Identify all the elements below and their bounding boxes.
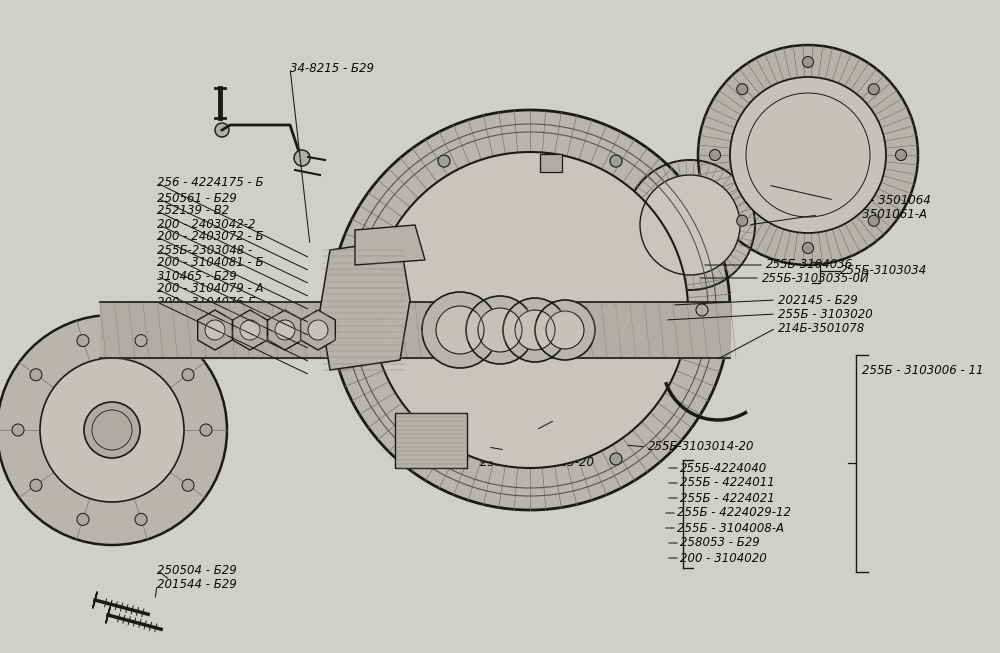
Circle shape bbox=[737, 215, 748, 226]
Circle shape bbox=[294, 150, 310, 166]
Circle shape bbox=[372, 152, 688, 468]
Circle shape bbox=[275, 320, 295, 340]
Text: 255Б-2303048 -: 255Б-2303048 - bbox=[157, 244, 252, 257]
Text: 202145 - Б29: 202145 - Б29 bbox=[778, 293, 858, 306]
Circle shape bbox=[330, 110, 730, 510]
Text: 310465 - Б29: 310465 - Б29 bbox=[157, 270, 237, 283]
Circle shape bbox=[436, 306, 484, 354]
Text: 258053 - Б29: 258053 - Б29 bbox=[680, 537, 760, 550]
Circle shape bbox=[438, 453, 450, 465]
Bar bbox=[395, 413, 467, 468]
Text: 255Б - 3501061-А: 255Б - 3501061-А bbox=[820, 208, 927, 221]
Polygon shape bbox=[355, 225, 425, 265]
Text: 250561 - Б29: 250561 - Б29 bbox=[157, 191, 237, 204]
Text: 255Б - 3103006 - 11: 255Б - 3103006 - 11 bbox=[862, 364, 984, 377]
Circle shape bbox=[868, 215, 879, 226]
Circle shape bbox=[30, 369, 42, 381]
Text: 200 - 2403072 - Б: 200 - 2403072 - Б bbox=[157, 231, 264, 244]
Circle shape bbox=[135, 513, 147, 526]
Text: 200 - 3104079 - А: 200 - 3104079 - А bbox=[157, 283, 264, 296]
Text: 256 - 4224175 - Б: 256 - 4224175 - Б bbox=[157, 176, 264, 189]
Text: 34-8215 - Б29: 34-8215 - Б29 bbox=[290, 61, 374, 74]
Circle shape bbox=[205, 320, 225, 340]
Polygon shape bbox=[320, 240, 410, 370]
Text: 255Б - 3103015-20: 255Б - 3103015-20 bbox=[480, 456, 594, 468]
Text: 214 - 3501070: 214 - 3501070 bbox=[538, 424, 625, 436]
Circle shape bbox=[546, 311, 584, 349]
Text: 200 - 3104081 - Б: 200 - 3104081 - Б bbox=[157, 257, 264, 270]
Circle shape bbox=[12, 424, 24, 436]
Circle shape bbox=[730, 77, 886, 233]
Circle shape bbox=[802, 242, 814, 253]
Circle shape bbox=[182, 479, 194, 491]
Text: АВТО-ЗАПЧАСТИ: АВТО-ЗАПЧАСТИ bbox=[215, 308, 645, 351]
Circle shape bbox=[438, 155, 450, 167]
Circle shape bbox=[30, 479, 42, 491]
Text: 255Б - 4224021: 255Б - 4224021 bbox=[680, 492, 775, 505]
Text: 255Б-3103035-0Й: 255Б-3103035-0Й bbox=[762, 272, 870, 285]
Text: 255Б - 4224029-12: 255Б - 4224029-12 bbox=[677, 507, 791, 520]
Circle shape bbox=[135, 334, 147, 347]
Text: 201544 - Б29: 201544 - Б29 bbox=[157, 579, 237, 592]
Text: 252139 - В2: 252139 - В2 bbox=[157, 204, 229, 217]
Circle shape bbox=[896, 150, 906, 161]
Text: 214Б-3501078: 214Б-3501078 bbox=[778, 321, 865, 334]
Circle shape bbox=[40, 358, 184, 502]
Text: 255Б - 3104024: 255Б - 3104024 bbox=[490, 441, 585, 453]
Circle shape bbox=[0, 315, 227, 545]
Text: 255Б-4224040: 255Б-4224040 bbox=[680, 462, 767, 475]
Circle shape bbox=[868, 84, 879, 95]
Circle shape bbox=[710, 150, 720, 161]
Text: 255Б - 3104008-А: 255Б - 3104008-А bbox=[677, 522, 784, 535]
Circle shape bbox=[610, 155, 622, 167]
Text: 255Б-3103034: 255Б-3103034 bbox=[840, 264, 927, 278]
Circle shape bbox=[515, 310, 555, 350]
Circle shape bbox=[77, 513, 89, 526]
Text: 250504 - Б29: 250504 - Б29 bbox=[157, 564, 237, 577]
Circle shape bbox=[535, 300, 595, 360]
Circle shape bbox=[478, 308, 522, 352]
Circle shape bbox=[308, 320, 328, 340]
Bar bbox=[540, 154, 562, 172]
Circle shape bbox=[640, 175, 740, 275]
Circle shape bbox=[240, 320, 260, 340]
Circle shape bbox=[200, 424, 212, 436]
Text: 255Б - 4224011: 255Б - 4224011 bbox=[680, 477, 775, 490]
Text: 255Б - 3103020: 255Б - 3103020 bbox=[778, 308, 873, 321]
Circle shape bbox=[466, 296, 534, 364]
Circle shape bbox=[737, 84, 748, 95]
Circle shape bbox=[77, 334, 89, 347]
Circle shape bbox=[698, 45, 918, 265]
Text: 200 - 3104020: 200 - 3104020 bbox=[680, 552, 767, 564]
Circle shape bbox=[503, 298, 567, 362]
Text: 255Б-3103014-20: 255Б-3103014-20 bbox=[648, 441, 755, 453]
Text: 200 - 3104076-Б: 200 - 3104076-Б bbox=[157, 296, 256, 308]
Circle shape bbox=[352, 304, 364, 316]
Circle shape bbox=[182, 369, 194, 381]
Circle shape bbox=[215, 123, 229, 137]
Text: 200 - 2403042-2: 200 - 2403042-2 bbox=[157, 217, 256, 231]
Circle shape bbox=[422, 292, 498, 368]
Circle shape bbox=[84, 402, 140, 458]
Circle shape bbox=[625, 160, 755, 290]
Circle shape bbox=[802, 57, 814, 67]
Circle shape bbox=[610, 453, 622, 465]
Text: 255Б - 3501064: 255Б - 3501064 bbox=[836, 193, 931, 206]
Circle shape bbox=[696, 304, 708, 316]
Text: 255Б-3104036: 255Б-3104036 bbox=[766, 259, 853, 272]
